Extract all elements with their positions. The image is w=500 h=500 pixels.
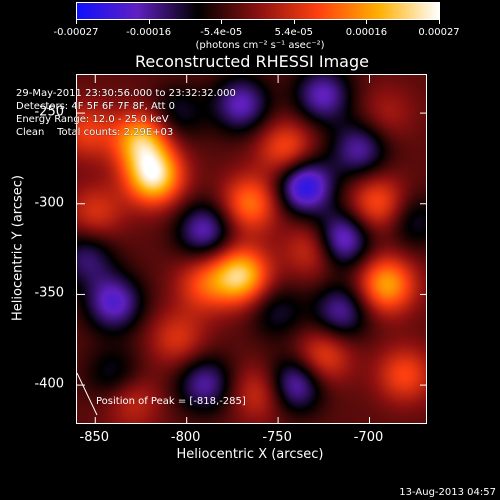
heatmap-image xyxy=(77,75,426,423)
y-axis-label: Heliocentric Y (arcsec) xyxy=(10,175,26,321)
colorbar-tick-label: -5.4e-05 xyxy=(200,27,243,38)
colorbar-units: (photons cm⁻² s⁻¹ asec⁻²) xyxy=(195,40,325,51)
x-tick-label: -850 xyxy=(79,430,110,445)
x-tick-label: -750 xyxy=(262,430,292,445)
peak-position-label: Position of Peak = [-818,-285] xyxy=(96,396,246,407)
colorbar-tick xyxy=(439,20,440,24)
plot-overlay xyxy=(77,75,426,423)
plot-title: Reconstructed RHESSI Image xyxy=(135,52,369,71)
y-tick-label: -300 xyxy=(34,195,64,211)
colorbar-tick xyxy=(366,20,368,24)
colorbar-tick xyxy=(148,20,150,24)
colorbar-tick-label: -0.00027 xyxy=(53,27,99,38)
colorbar xyxy=(76,2,440,20)
colorbar-tick-label: 0.00016 xyxy=(345,27,388,38)
y-tick-label: -350 xyxy=(34,285,64,301)
x-tick-label: -700 xyxy=(353,430,384,445)
colorbar-tick-label: -0.00016 xyxy=(126,27,172,38)
clean-counts-text: Clean Total counts: 2.29E+03 xyxy=(16,127,174,138)
image-plot-area[interactable] xyxy=(76,74,427,424)
time-range-text: 29-May-2011 23:30:56.000 to 23:32:32.000 xyxy=(16,88,236,99)
colorbar-tick xyxy=(76,20,77,24)
peak-pointer-line xyxy=(77,372,98,416)
detectors-text: Detectors: 4F 5F 6F 7F 8F, Att 0 xyxy=(16,101,176,112)
colorbar-tick xyxy=(293,20,295,24)
colorbar-tick-label: 0.00027 xyxy=(418,27,460,38)
y-tick-label: -400 xyxy=(34,376,64,392)
colorbar-tick-label: 5.4e-05 xyxy=(274,27,313,38)
energy-range-text: Energy Range: 12.0 - 25.0 keV xyxy=(16,114,169,125)
colorbar-tick xyxy=(221,20,223,24)
x-tick-label: -800 xyxy=(170,430,201,445)
x-axis-label: Heliocentric X (arcsec) xyxy=(176,447,324,462)
footer-date: 13-Aug-2013 04:57 xyxy=(399,487,496,498)
y-tick-label: -250 xyxy=(34,104,64,120)
